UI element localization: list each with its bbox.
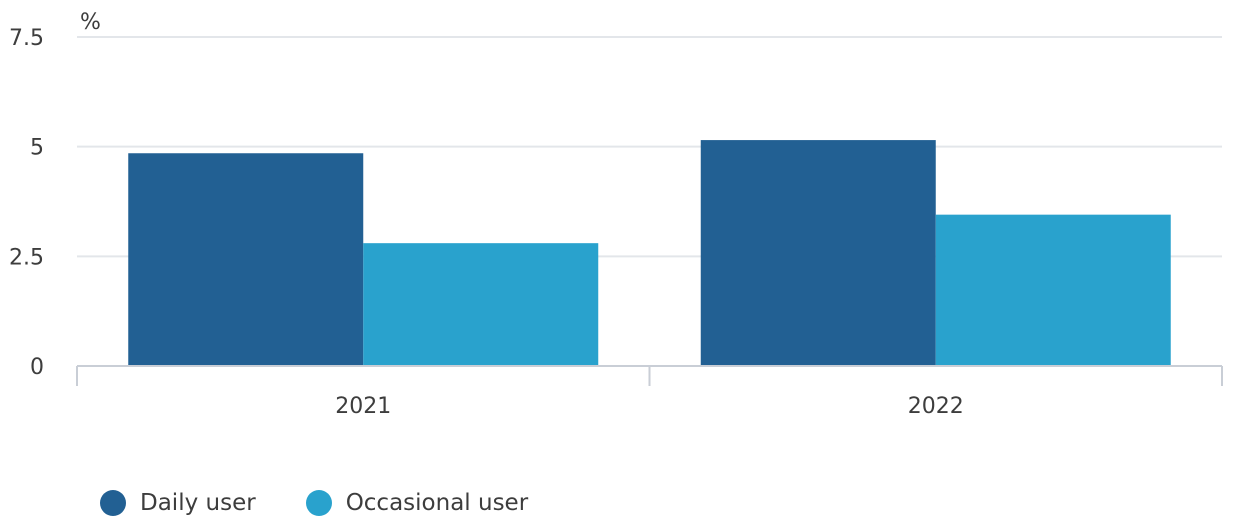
y-tick-label: 2.5	[9, 245, 44, 270]
bar-daily-user-2022	[700, 140, 936, 366]
y-tick-label: 0	[30, 355, 44, 380]
y-axis-tick-labels: 0 2.5 5 7.5	[9, 26, 44, 380]
bar-occasional-user-2021	[363, 243, 599, 366]
legend-label: Occasional user	[345, 490, 529, 516]
legend-item-occasional-user[interactable]: Occasional user	[305, 490, 529, 516]
legend-marker-icon	[305, 490, 332, 516]
legend-marker-icon	[100, 490, 126, 516]
bar-occasional-user-2022	[935, 214, 1171, 366]
x-tick-label: 2022	[908, 394, 964, 419]
y-tick-label: 5	[30, 136, 44, 161]
x-tick-label: 2021	[335, 394, 391, 419]
y-axis-unit-label: %	[80, 10, 101, 35]
legend: Daily user Occasional user	[100, 490, 528, 516]
x-axis: 2021 2022	[76, 365, 1223, 419]
bars	[128, 140, 1171, 366]
bar-daily-user-2021	[128, 153, 364, 366]
legend-label: Daily user	[140, 490, 256, 516]
y-tick-label: 7.5	[9, 26, 44, 51]
legend-item-daily-user[interactable]: Daily user	[100, 490, 256, 516]
